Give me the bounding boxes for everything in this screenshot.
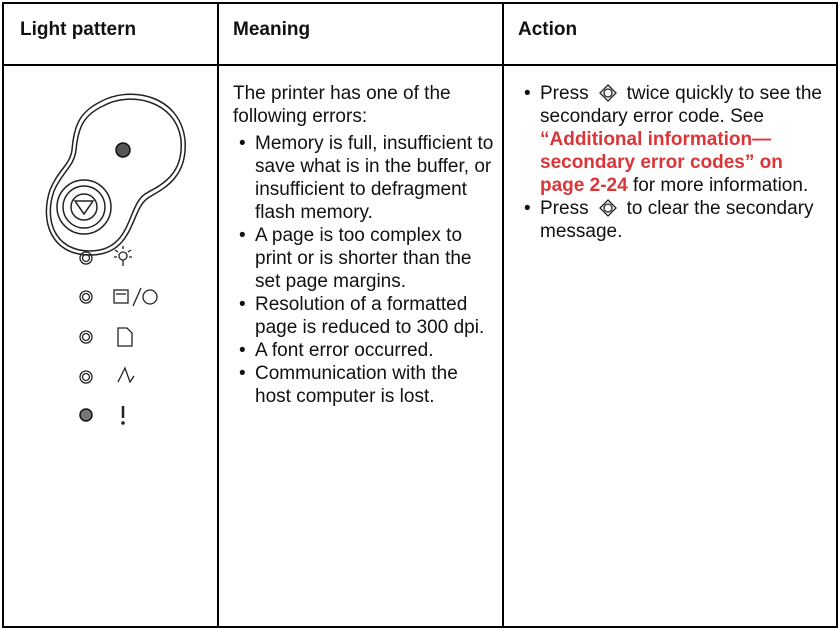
table-border: [2, 2, 838, 4]
button-icon: [598, 199, 617, 217]
header-cell: Meaning: [233, 19, 311, 40]
header-cell: Action: [518, 19, 578, 40]
table-border: [2, 626, 838, 628]
header-rule: [2, 64, 838, 66]
meaning-item: Communication with the host computer is …: [233, 362, 495, 408]
meaning-item: A font error occurred.: [233, 339, 495, 362]
meaning-cell: The printer has one of the following err…: [233, 82, 495, 408]
meaning-item: Memory is full, insufficient to save wha…: [233, 132, 495, 224]
meaning-intro: The printer has one of the following err…: [233, 83, 451, 127]
meaning-item: A page is too complex to print or is sho…: [233, 224, 495, 293]
action-text: twice quickly to see the secondary error…: [540, 83, 822, 127]
column-rule: [217, 2, 219, 628]
cross-reference: “Additional information—secondary error …: [540, 129, 783, 196]
table-border: [836, 2, 838, 628]
action-text: to clear the secondary message.: [540, 198, 814, 242]
action-text: Press: [540, 83, 589, 104]
column-rule: [502, 2, 504, 628]
action-text: Press: [540, 198, 589, 219]
meaning-item: Resolution of a formatted page is reduce…: [233, 293, 495, 339]
action-text: for more information.: [632, 175, 809, 196]
light-pattern: [45, 93, 186, 425]
header-cell: Light pattern: [20, 19, 137, 40]
table-border: [2, 2, 4, 628]
button-icon: [598, 84, 617, 102]
meaning-list: Memory is full, insufficient to save wha…: [233, 132, 495, 408]
